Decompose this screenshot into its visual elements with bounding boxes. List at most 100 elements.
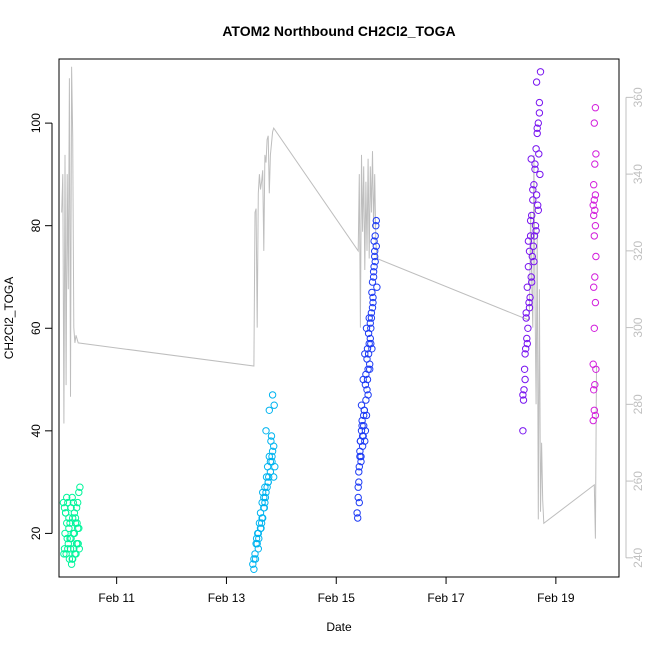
- data-point: [528, 252, 536, 261]
- y2-tick-label: 360: [631, 87, 645, 107]
- data-point: [534, 119, 542, 127]
- data-point: [262, 488, 270, 497]
- y2-tick-label: 300: [631, 317, 645, 337]
- data-point: [590, 406, 598, 414]
- data-point: [355, 468, 363, 476]
- data-point: [251, 555, 260, 563]
- data-point: [531, 165, 539, 174]
- data-point: [356, 452, 364, 461]
- data-point: [251, 550, 259, 558]
- data-point: [519, 396, 528, 404]
- data-point: [368, 278, 377, 286]
- data-point: [526, 216, 535, 225]
- series-line: [61, 66, 597, 539]
- data-point: [529, 242, 538, 250]
- y-tick-label: 20: [29, 526, 43, 540]
- data-point: [268, 391, 277, 399]
- data-point: [522, 309, 530, 317]
- data-point: [68, 493, 76, 502]
- data-point: [535, 150, 543, 158]
- data-point: [59, 498, 68, 507]
- data-point: [74, 498, 82, 507]
- data-point: [523, 339, 531, 348]
- data-point: [527, 273, 535, 281]
- data-point: [358, 432, 367, 440]
- data-point: [366, 319, 374, 327]
- data-point: [522, 314, 530, 322]
- data-point: [66, 545, 75, 553]
- data-point: [361, 381, 370, 389]
- data-point: [590, 119, 598, 127]
- data-point: [368, 288, 376, 297]
- data-point: [524, 237, 533, 245]
- data-point: [590, 181, 598, 189]
- data-point: [71, 514, 80, 522]
- data-point: [366, 334, 374, 343]
- data-point: [362, 324, 371, 332]
- y-axis-right: 240 260 280 300 320 340 360: [625, 87, 645, 568]
- data-point: [363, 345, 372, 353]
- data-point: [536, 170, 544, 179]
- y-tick-label: 40: [29, 424, 43, 438]
- data-point: [592, 150, 600, 158]
- data-point: [591, 222, 600, 230]
- x-tick-label: Feb 13: [208, 591, 246, 605]
- data-point: [62, 550, 70, 558]
- plot-area: [58, 58, 620, 578]
- data-point: [267, 432, 276, 440]
- data-point: [354, 483, 362, 491]
- data-point: [368, 304, 377, 312]
- data-point: [371, 257, 379, 266]
- data-point: [358, 422, 366, 430]
- y2-tick-label: 240: [631, 547, 645, 567]
- data-point: [261, 498, 269, 507]
- data-point: [270, 401, 278, 409]
- data-point: [265, 406, 273, 414]
- data-point: [525, 298, 533, 307]
- data-point: [355, 463, 363, 471]
- data-point: [60, 550, 68, 558]
- data-point: [527, 155, 535, 163]
- data-point: [367, 314, 376, 322]
- data-point: [370, 237, 378, 245]
- data-point: [270, 442, 278, 450]
- data-point: [355, 498, 363, 507]
- data-point: [531, 222, 540, 230]
- data-point: [591, 191, 600, 199]
- data-point: [530, 181, 538, 189]
- data-point: [268, 452, 276, 461]
- data-point: [372, 222, 380, 230]
- data-point: [371, 247, 379, 256]
- data-point: [61, 509, 70, 517]
- data-point: [590, 196, 598, 204]
- data-point: [265, 473, 273, 481]
- data-point: [371, 252, 379, 261]
- data-point: [591, 273, 599, 281]
- data-point: [353, 509, 361, 517]
- data-point: [354, 493, 362, 502]
- data-point: [532, 191, 541, 199]
- y-axis-left: 20 40 60 80 100: [29, 113, 53, 540]
- data-point: [264, 478, 272, 486]
- data-point: [530, 232, 539, 240]
- data-point: [589, 201, 597, 209]
- data-point: [362, 370, 370, 379]
- data-point: [64, 545, 72, 553]
- data-point: [355, 478, 363, 486]
- data-point: [521, 375, 529, 384]
- data-point: [519, 391, 527, 399]
- x-tick-label: Feb 17: [427, 591, 465, 605]
- data-point: [369, 268, 378, 276]
- data-point: [535, 109, 544, 117]
- y-axis-label: CH2Cl2_TOGA: [2, 277, 16, 359]
- data-point: [536, 68, 545, 76]
- data-point: [255, 534, 263, 543]
- data-point: [591, 411, 600, 420]
- x-tick-label: Feb 15: [318, 591, 356, 605]
- data-point: [365, 314, 373, 322]
- data-point: [76, 483, 84, 491]
- data-point: [75, 488, 83, 497]
- data-point: [532, 227, 540, 235]
- data-point: [369, 273, 378, 281]
